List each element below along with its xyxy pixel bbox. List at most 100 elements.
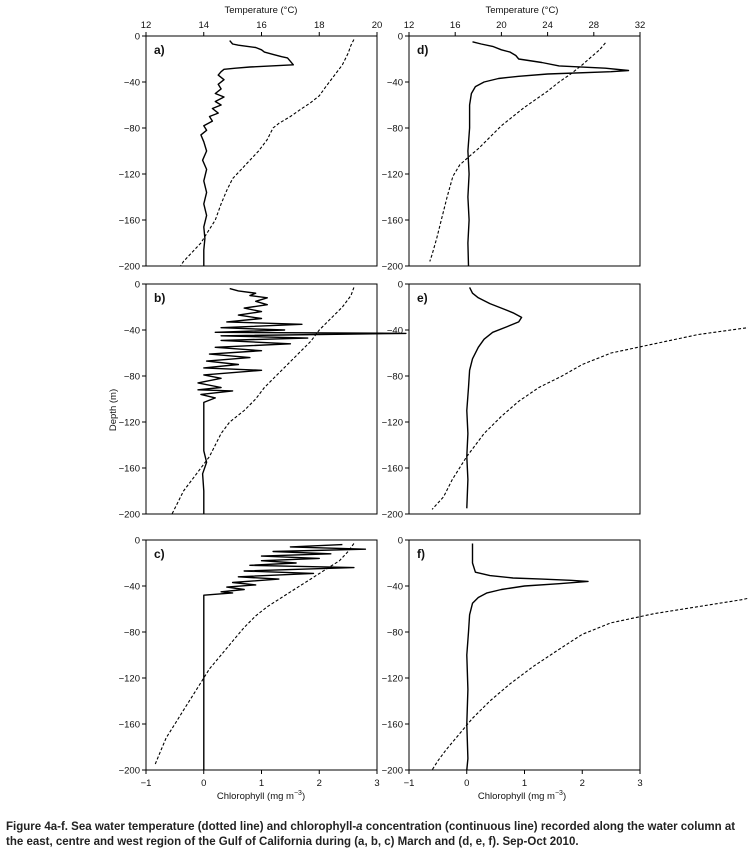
y-tick-label: −40 [124, 326, 140, 337]
y-tick-label: −120 [119, 170, 140, 181]
y-tick-label: −120 [382, 418, 403, 429]
y-tick-label: −160 [119, 720, 140, 731]
y-tick-label: 0 [135, 280, 140, 291]
caption-italic: a [356, 821, 363, 833]
chlorophyll-line [203, 543, 367, 770]
bottom-axis-label-right: Chlorophyll (mg m−3) [478, 790, 566, 802]
y-tick-label: −80 [387, 628, 403, 639]
x2-tick-label: 28 [589, 20, 600, 31]
x-tick-label: 0 [201, 778, 206, 789]
top-axis-label-right: Temperature (°C) [486, 5, 559, 16]
temperature-line [431, 327, 748, 510]
caption-part-2: concentration (continuous line) recorded… [6, 821, 736, 848]
y-tick-label: −200 [119, 262, 140, 273]
x2-tick-label: 20 [496, 20, 507, 31]
temperature-line [429, 42, 606, 262]
x-tick-label: 1 [522, 778, 527, 789]
plot-frame [145, 35, 378, 267]
x-tick-label: 3 [637, 778, 642, 789]
y-tick-label: −160 [382, 720, 403, 731]
x2-tick-label: 32 [635, 20, 646, 31]
plot-frame [408, 539, 641, 771]
x2-tick-label: 14 [198, 20, 209, 31]
y-tick-label: −40 [387, 326, 403, 337]
panel-label: b) [154, 291, 165, 305]
y-tick-label: −80 [387, 372, 403, 383]
plot-frame [145, 539, 378, 771]
y-tick-label: −120 [119, 418, 140, 429]
y-tick-label: −80 [124, 372, 140, 383]
x-tick-label: 2 [580, 778, 585, 789]
chlorophyll-line [466, 543, 589, 771]
y-tick-label: −200 [119, 510, 140, 521]
y-tick-label: −40 [124, 582, 140, 593]
y-tick-label: −160 [119, 464, 140, 475]
y-tick-label: 0 [398, 536, 403, 547]
x-tick-label: 2 [317, 778, 322, 789]
y-tick-label: 0 [398, 32, 403, 43]
x2-tick-label: 20 [372, 20, 383, 31]
y-tick-label: −80 [124, 628, 140, 639]
x2-tick-label: 16 [450, 20, 461, 31]
y-tick-label: −40 [124, 78, 140, 89]
temperature-line [171, 287, 355, 515]
y-tick-label: −200 [119, 766, 140, 777]
bottom-axis-label-left-text: Chlorophyll (mg m [217, 791, 294, 802]
bottom-axis-label-left-close: ) [302, 791, 305, 802]
figure-caption: Figure 4a-f. Sea water temperature (dott… [6, 820, 744, 850]
y-tick-label: −40 [387, 78, 403, 89]
y-axis-label: Depth (m) [108, 389, 119, 431]
x2-tick-label: 18 [314, 20, 325, 31]
temperature-line [431, 597, 748, 771]
chlorophyll-line [197, 287, 407, 514]
temperature-line [154, 543, 355, 766]
plot-frame [408, 35, 641, 267]
y-tick-label: −160 [382, 464, 403, 475]
panel-b: 0 −40 −80 −120 −160 −200 b) [119, 280, 407, 521]
y-tick-label: −160 [382, 216, 403, 227]
y-tick-label: −160 [119, 216, 140, 227]
x-tick-label: 3 [374, 778, 379, 789]
x-tick-label: 0 [464, 778, 469, 789]
y-tick-label: −120 [119, 674, 140, 685]
bottom-axis-label-left: Chlorophyll (mg m−3) [217, 790, 305, 802]
y-tick-label: −80 [387, 124, 403, 135]
bottom-axis-label-right-text: Chlorophyll (mg m [478, 791, 555, 802]
panel-label: a) [154, 43, 165, 57]
x-tick-label: −1 [141, 778, 152, 789]
x2-tick-label: 12 [141, 20, 152, 31]
y-tick-label: −200 [382, 766, 403, 777]
x2-tick-label: 16 [256, 20, 267, 31]
y-tick-label: −40 [387, 582, 403, 593]
y-tick-label: −80 [124, 124, 140, 135]
y-tick-label: 0 [135, 32, 140, 43]
y-tick-label: −200 [382, 262, 403, 273]
panel-label: d) [417, 43, 428, 57]
y-tick-label: 0 [135, 536, 140, 547]
panel-c: 0 −40 −80 −120 −160 −200−1 0 1 2 3 c) [119, 536, 380, 790]
plot-frame [145, 283, 378, 515]
y-tick-label: −200 [382, 510, 403, 521]
y-tick-label: −120 [382, 170, 403, 181]
chlorophyll-line [466, 287, 523, 509]
x-tick-label: 1 [259, 778, 264, 789]
panel-f: 0 −40 −80 −120 −160 −200−1 0 1 2 3 f) [382, 536, 748, 789]
x2-tick-label: 24 [542, 20, 553, 31]
caption-part-1: Figure 4a-f. Sea water temperature (dott… [6, 821, 357, 833]
x2-tick-label: 12 [404, 20, 415, 31]
panel-label: f) [417, 547, 425, 561]
chlorophyll-line [200, 40, 294, 266]
bottom-axis-label-left-sup: −3 [294, 790, 302, 797]
panel-e: 0 −40 −80 −120 −160 −200 e) [382, 280, 748, 521]
top-axis-label-left: Temperature (°C) [225, 5, 298, 16]
panel-d: 0 −40 −80 −120 −160 −200 12 16 20 24 28 32 d) [382, 20, 646, 273]
bottom-axis-label-right-sup: −3 [555, 790, 563, 797]
panel-a: 0 −40 −80 −120 −160 −200 12 14 16 18 20 a) [119, 20, 383, 273]
x-tick-label: −1 [404, 778, 415, 789]
chlorophyll-line [467, 41, 630, 267]
panel-label: c) [154, 547, 165, 561]
y-tick-label: 0 [398, 280, 403, 291]
y-tick-label: −120 [382, 674, 403, 685]
temperature-line [180, 39, 355, 267]
